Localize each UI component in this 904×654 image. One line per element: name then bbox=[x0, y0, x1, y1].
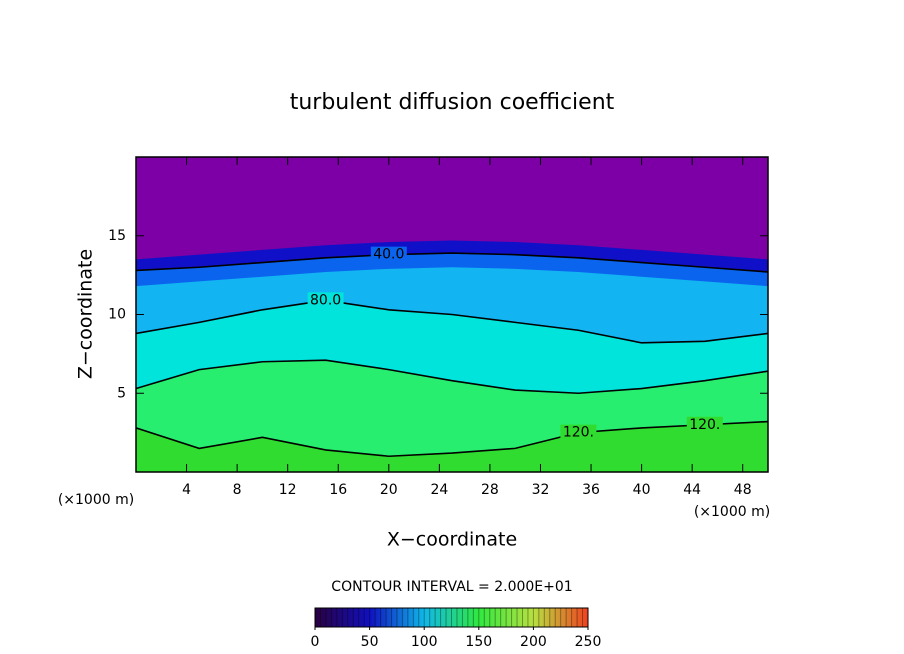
y-tick-label: 15 bbox=[108, 228, 126, 244]
field: 40.0 80.0 120. 120. bbox=[136, 240, 768, 472]
contour-label-bg bbox=[307, 292, 344, 309]
y-tick-label: 5 bbox=[117, 385, 126, 401]
x-tick-label: 24 bbox=[430, 482, 448, 498]
contour-label-bg bbox=[370, 246, 407, 263]
x-tick-label: 40 bbox=[633, 482, 651, 498]
x-unit-left: (×1000 m) bbox=[58, 492, 134, 508]
x-tick-label: 32 bbox=[532, 482, 550, 498]
colorbar-tick-label: 200 bbox=[520, 634, 547, 650]
colorbar-tick-label: 100 bbox=[411, 634, 438, 650]
x-tick-label: 28 bbox=[481, 482, 499, 498]
x-tick-label: 8 bbox=[233, 482, 242, 498]
contour-label-bg bbox=[560, 424, 597, 441]
contour-line bbox=[136, 420, 768, 458]
contour-label-bg bbox=[686, 416, 723, 433]
x-axis-label: X−coordinate bbox=[387, 529, 517, 551]
x-tick-label: 12 bbox=[279, 482, 297, 498]
x-tick-label: 4 bbox=[182, 482, 191, 498]
chart-title: turbulent diffusion coefficient bbox=[290, 90, 615, 115]
x-unit-right: (×1000 m) bbox=[694, 504, 770, 520]
colorbar-tick-label: 0 bbox=[311, 634, 320, 650]
contour-label: 120. bbox=[563, 425, 594, 441]
x-tick-label: 48 bbox=[734, 482, 752, 498]
contour-label: 120. bbox=[689, 417, 720, 433]
contour-line bbox=[136, 252, 768, 273]
colorbar-tick-label: 150 bbox=[465, 634, 492, 650]
contour-band bbox=[136, 421, 768, 472]
x-tick-label: 20 bbox=[380, 482, 398, 498]
x-tick-label: 44 bbox=[683, 482, 701, 498]
contour-interval: CONTOUR INTERVAL = 2.000E+01 bbox=[331, 579, 572, 595]
y-tick-label: 10 bbox=[108, 307, 126, 323]
y-axis-label: Z−coordinate bbox=[75, 249, 97, 379]
colorbar bbox=[314, 607, 589, 628]
contour-label: 40.0 bbox=[373, 247, 404, 263]
colorbar-tick-label: 50 bbox=[361, 634, 379, 650]
x-tick-label: 36 bbox=[582, 482, 600, 498]
colorbar-tick-label: 250 bbox=[575, 634, 602, 650]
contour-label: 80.0 bbox=[310, 292, 341, 308]
contour-line bbox=[136, 359, 768, 395]
contour-line bbox=[136, 299, 768, 344]
x-tick-label: 16 bbox=[329, 482, 347, 498]
